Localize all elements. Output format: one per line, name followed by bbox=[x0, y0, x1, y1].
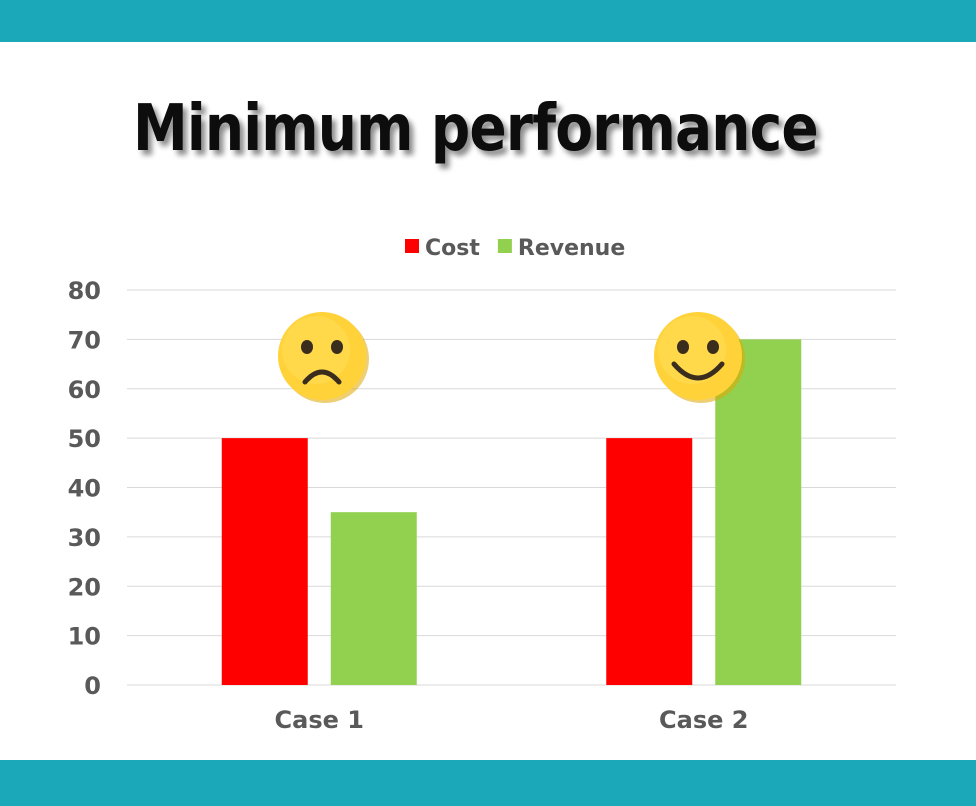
legend-label-cost: Cost bbox=[425, 236, 480, 261]
annotations bbox=[278, 312, 745, 403]
x-axis-categories: Case 1 Case 2 bbox=[275, 706, 749, 734]
y-tick-label: 50 bbox=[68, 425, 101, 453]
x-category-label: Case 2 bbox=[659, 706, 748, 734]
y-axis-ticks: 0 10 20 30 40 50 60 70 80 bbox=[68, 277, 101, 700]
page-title: Minimum performance bbox=[133, 92, 819, 166]
bar-cost-2 bbox=[606, 438, 693, 685]
bars bbox=[221, 339, 802, 685]
bottom-band bbox=[0, 760, 976, 806]
y-tick-label: 70 bbox=[68, 326, 101, 354]
bar-revenue-1 bbox=[330, 512, 417, 685]
bar-revenue-2 bbox=[715, 339, 802, 685]
legend-swatch-cost bbox=[405, 239, 419, 253]
legend-label-revenue: Revenue bbox=[518, 236, 625, 261]
x-category-label: Case 1 bbox=[275, 706, 364, 734]
y-tick-label: 40 bbox=[68, 475, 101, 503]
y-tick-label: 20 bbox=[68, 573, 101, 601]
y-tick-label: 60 bbox=[68, 376, 101, 404]
y-tick-label: 80 bbox=[68, 277, 101, 305]
top-band bbox=[0, 0, 976, 42]
bar-cost-1 bbox=[221, 438, 308, 685]
smiley-face-icon bbox=[654, 312, 745, 403]
legend-swatch-revenue bbox=[497, 239, 512, 253]
y-tick-label: 30 bbox=[68, 524, 101, 552]
sad-face-icon bbox=[278, 312, 369, 403]
y-tick-label: 10 bbox=[68, 623, 101, 651]
legend: Cost Revenue bbox=[405, 236, 625, 261]
y-tick-label: 0 bbox=[84, 672, 101, 700]
